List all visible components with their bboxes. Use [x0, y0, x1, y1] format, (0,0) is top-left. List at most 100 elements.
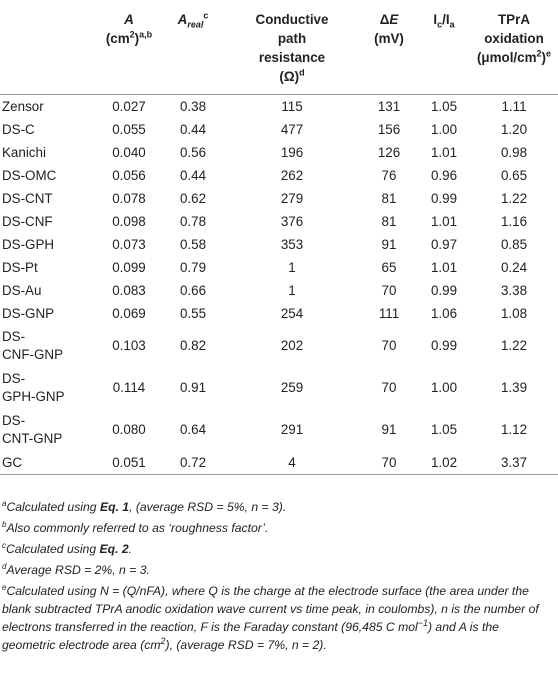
cell-material: DS-Pt	[2, 259, 38, 275]
cell-areal: 0.56	[179, 144, 207, 160]
table-row: GC 0.051 0.72 4 70 1.02 3.37	[0, 451, 558, 475]
cell-tpra: 1.22	[500, 190, 528, 206]
cell-areal: 0.79	[179, 259, 207, 275]
cell-area: 0.056	[112, 167, 146, 183]
cell-material: Zensor	[2, 98, 44, 114]
cell-tpra: 1.39	[500, 380, 528, 395]
header-current-ratio: Ic/Ia	[433, 12, 455, 30]
footnote-e: eCalculated using N = (Q/nFA), where Q i…	[2, 582, 539, 652]
cell-resistance: 4	[224, 451, 360, 475]
cell-area: 0.114	[112, 380, 146, 395]
cell-tpra: 0.85	[500, 236, 528, 252]
cell-resistance: 259	[280, 380, 304, 395]
cell-delta-e: 111	[378, 305, 400, 321]
cell-resistance: 376	[280, 213, 304, 229]
cell-area: 0.099	[112, 259, 146, 275]
cell-ratio: 0.99	[430, 282, 458, 298]
cell-tpra: 1.11	[501, 98, 527, 114]
cell-material: DS- CNT-GNP	[2, 413, 63, 446]
table-row: DS-CNT 0.078 0.62 279 81 0.99 1.22	[0, 187, 558, 210]
cell-tpra: 0.65	[500, 167, 528, 183]
cell-resistance: 353	[280, 236, 304, 252]
cell-areal: 0.72	[162, 451, 224, 475]
cell-areal: 0.66	[179, 282, 207, 298]
cell-delta-e: 76	[381, 167, 397, 183]
cell-ratio: 0.99	[430, 190, 458, 206]
cell-area: 0.055	[112, 121, 146, 137]
cell-ratio: 1.01	[430, 259, 458, 275]
table-row: DS-OMC 0.056 0.44 262 76 0.96 0.65	[0, 164, 558, 187]
cell-ratio: 0.96	[430, 167, 458, 183]
table-row: DS- GPH-GNP 0.114 0.91 259 70 1.00 1.39	[0, 367, 558, 409]
cell-ratio: 1.05	[430, 422, 458, 437]
cell-resistance: 1	[288, 259, 296, 275]
cell-material: DS- CNF-GNP	[2, 329, 63, 362]
header-delta-e: ΔE (mV)	[374, 12, 404, 46]
footnote-a: aCalculated using Eq. 1, (average RSD = …	[2, 498, 287, 514]
cell-ratio: 1.00	[430, 380, 458, 395]
table-row: Kanichi 0.040 0.56 196 126 1.01 0.98	[0, 141, 558, 164]
cell-delta-e: 70	[381, 282, 397, 298]
cell-resistance: 279	[280, 190, 304, 206]
cell-tpra: 1.20	[500, 121, 528, 137]
table-row: DS-Pt 0.099 0.79 1 65 1.01 0.24	[0, 256, 558, 279]
cell-tpra: 1.22	[500, 338, 528, 353]
cell-tpra: 1.08	[500, 305, 528, 321]
cell-material: DS- GPH-GNP	[2, 371, 65, 404]
cell-area: 0.027	[112, 98, 146, 114]
cell-areal: 0.78	[179, 213, 207, 229]
cell-resistance: 202	[280, 338, 304, 353]
cell-area: 0.051	[96, 451, 162, 475]
cell-area: 0.080	[112, 422, 146, 437]
cell-resistance: 477	[280, 121, 304, 137]
table-row: DS-C 0.055 0.44 477 156 1.00 1.20	[0, 118, 558, 141]
cell-ratio: 1.01	[430, 144, 458, 160]
table-row: DS- CNT-GNP 0.080 0.64 291 91 1.05 1.12	[0, 409, 558, 451]
cell-resistance: 1	[288, 282, 296, 298]
cell-tpra: 3.38	[500, 282, 528, 298]
cell-tpra: 0.98	[500, 144, 528, 160]
cell-tpra: 0.24	[500, 259, 528, 275]
table-row: DS- CNF-GNP 0.103 0.82 202 70 0.99 1.22	[0, 325, 558, 367]
cell-material: DS-CNF	[2, 213, 53, 229]
cell-material: DS-CNT	[2, 190, 53, 206]
cell-ratio: 1.05	[430, 98, 458, 114]
cell-delta-e: 70	[381, 380, 397, 395]
cell-resistance: 262	[280, 167, 304, 183]
header-resistance: Conductive path resistance (Ω)d	[255, 12, 329, 84]
cell-resistance: 115	[281, 98, 303, 114]
cell-areal: 0.55	[179, 305, 207, 321]
footnote-b: bAlso commonly referred to as ‘roughness…	[2, 519, 269, 535]
cell-ratio: 1.01	[430, 213, 458, 229]
cell-areal: 0.91	[179, 380, 207, 395]
cell-ratio: 1.02	[418, 451, 470, 475]
cell-tpra: 1.16	[500, 213, 528, 229]
cell-areal: 0.44	[179, 167, 207, 183]
header-row: A (cm2)a,b Arealc Conductive path resist…	[0, 2, 558, 95]
cell-areal: 0.38	[179, 98, 207, 114]
table-header: A (cm2)a,b Arealc Conductive path resist…	[0, 2, 558, 95]
cell-areal: 0.58	[179, 236, 207, 252]
table-footnotes: aCalculated using Eq. 1, (average RSD = …	[2, 498, 554, 657]
table-body: Zensor 0.027 0.38 115 131 1.05 1.11 DS-C 0.055 0…	[0, 95, 558, 475]
cell-material: DS-GPH	[2, 236, 55, 252]
cell-area: 0.098	[112, 213, 146, 229]
cell-delta-e: 70	[360, 451, 418, 475]
cell-ratio: 0.97	[430, 236, 458, 252]
cell-material: DS-Au	[2, 282, 42, 298]
cell-delta-e: 91	[381, 422, 397, 437]
cell-ratio: 1.06	[430, 305, 458, 321]
cell-material: DS-GNP	[2, 305, 55, 321]
cell-material: GC	[0, 451, 96, 475]
cell-area: 0.083	[112, 282, 146, 298]
table-row: DS-CNF 0.098 0.78 376 81 1.01 1.16	[0, 210, 558, 233]
cell-material: Kanichi	[2, 144, 46, 160]
cell-areal: 0.44	[179, 121, 207, 137]
cell-area: 0.069	[112, 305, 146, 321]
cell-delta-e: 81	[381, 213, 397, 229]
cell-delta-e: 156	[377, 121, 401, 137]
cell-resistance: 291	[280, 422, 304, 437]
data-table: A (cm2)a,b Arealc Conductive path resist…	[0, 2, 558, 475]
table-row: DS-GNP 0.069 0.55 254 111 1.06 1.08	[0, 302, 558, 325]
